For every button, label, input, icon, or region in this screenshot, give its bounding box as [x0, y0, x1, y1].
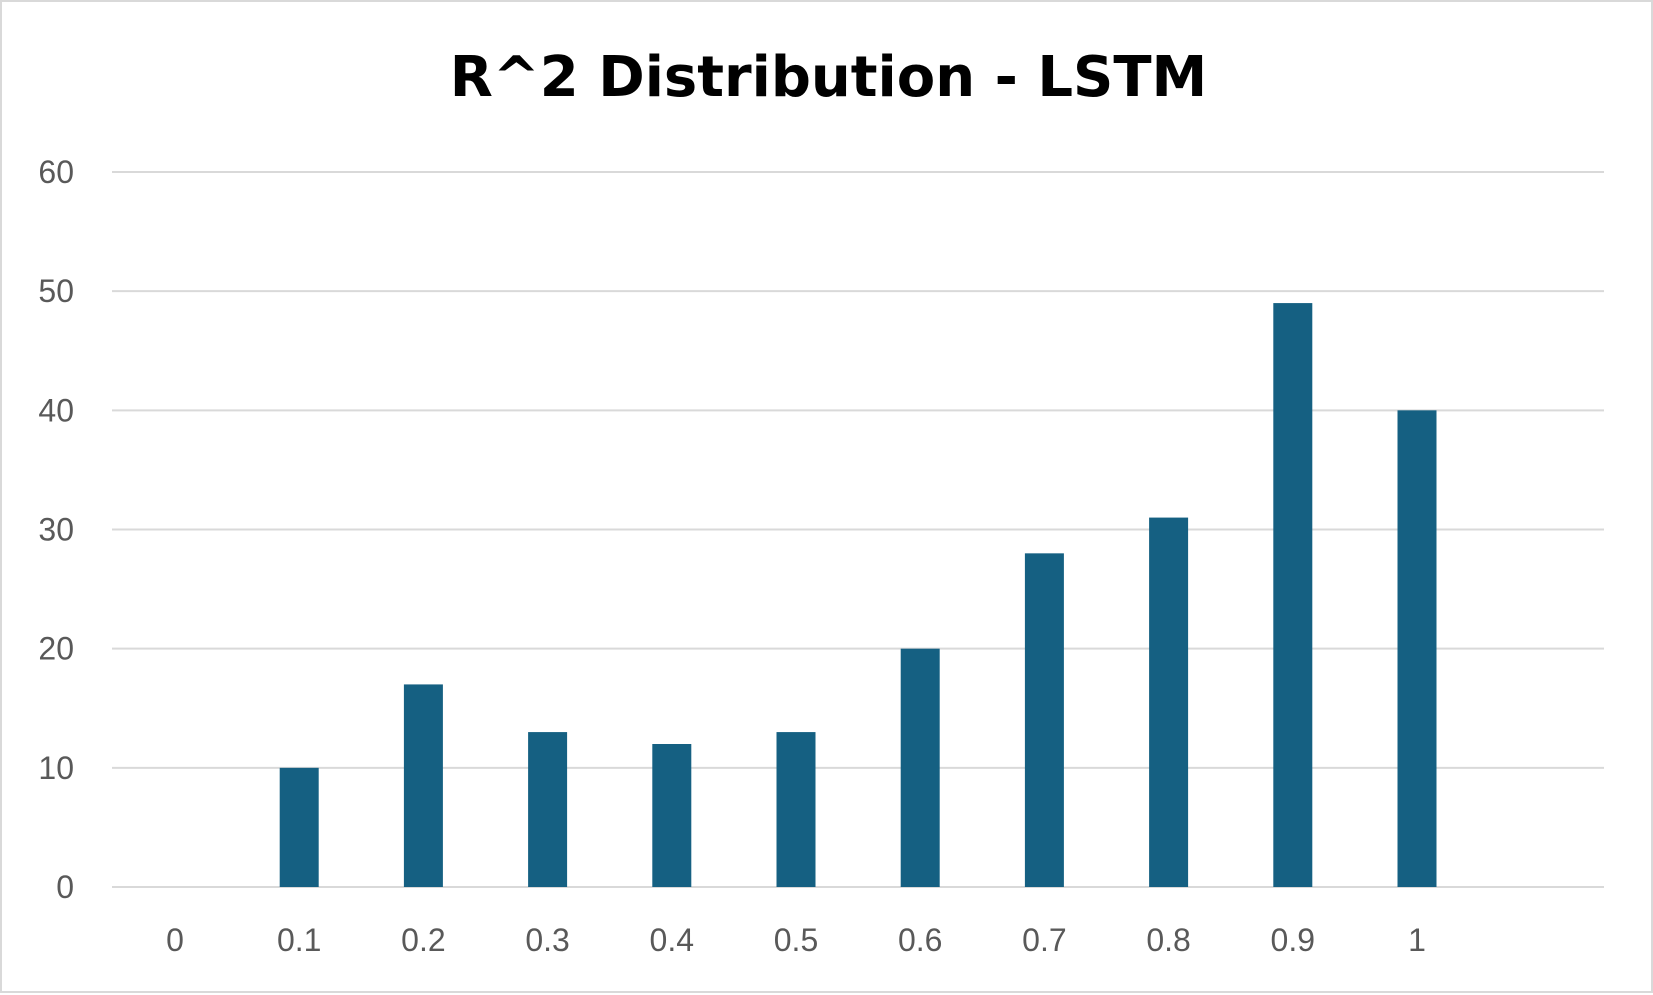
x-axis-ticks: 0 0.1 0.2 0.3 0.4 0.5 0.6 0.7 0.8 0.9 1: [166, 922, 1426, 958]
bar: [1149, 517, 1189, 887]
y-tick-label: 60: [38, 154, 74, 190]
x-tick-label: 0.4: [650, 922, 694, 958]
x-tick-label: 1: [1408, 922, 1426, 958]
bar: [1273, 303, 1313, 887]
chart-title: R^2 Distribution - LSTM: [449, 45, 1208, 110]
y-axis-ticks: 0 10 20 30 40 50 60: [38, 154, 74, 905]
bar: [776, 732, 816, 887]
y-tick-label: 30: [38, 512, 74, 548]
x-tick-label: 0.8: [1146, 922, 1190, 958]
bar: [1397, 410, 1437, 887]
x-tick-label: 0.7: [1022, 922, 1066, 958]
y-tick-label: 50: [38, 273, 74, 309]
x-tick-label: 0.3: [525, 922, 569, 958]
bar: [403, 684, 443, 887]
x-tick-label: 0.2: [401, 922, 445, 958]
bar: [528, 732, 568, 887]
y-tick-label: 0: [56, 869, 74, 905]
bar: [652, 744, 692, 887]
gridlines: [112, 171, 1604, 888]
x-tick-label: 0: [166, 922, 184, 958]
x-tick-label: 0.5: [774, 922, 818, 958]
x-tick-label: 0.6: [898, 922, 942, 958]
y-tick-label: 10: [38, 750, 74, 786]
y-tick-label: 20: [38, 631, 74, 667]
y-tick-label: 40: [38, 392, 74, 428]
x-tick-label: 0.9: [1271, 922, 1315, 958]
bar: [279, 767, 319, 887]
bar: [1024, 553, 1064, 887]
x-tick-label: 0.1: [277, 922, 321, 958]
bars: [279, 303, 1437, 887]
bar: [900, 648, 940, 887]
